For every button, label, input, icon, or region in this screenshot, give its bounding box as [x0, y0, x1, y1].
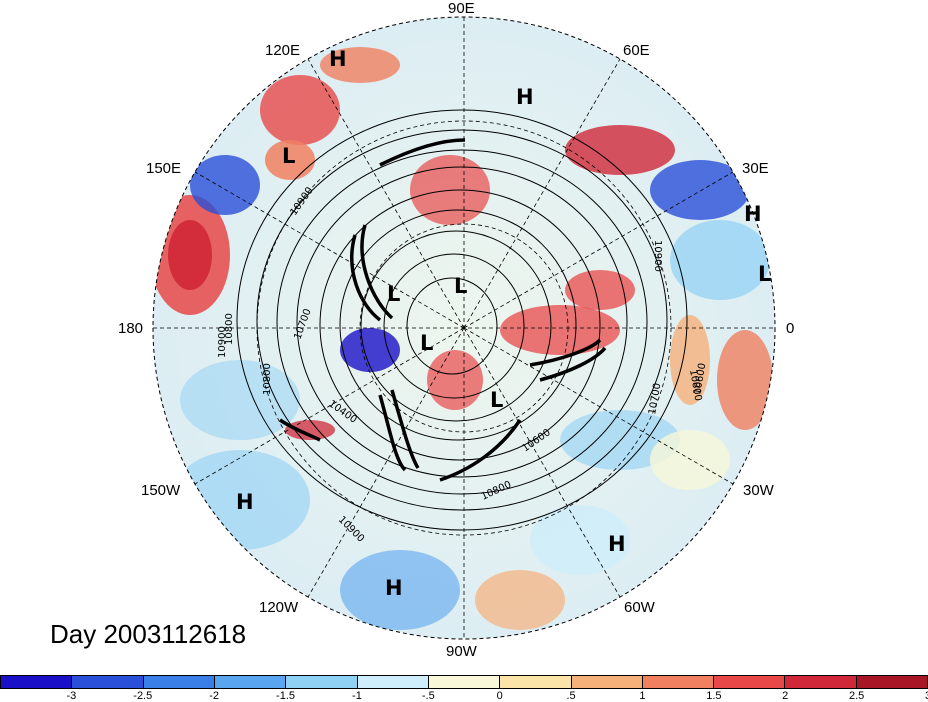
low-pressure-marker: L	[420, 331, 434, 355]
colorbar-segment	[72, 676, 144, 688]
contour-label: 10800	[224, 313, 235, 345]
contour-label: 10800	[687, 369, 703, 402]
colorbar-segment	[642, 676, 715, 688]
low-pressure-marker: L	[282, 144, 296, 168]
contour-label: 10700	[647, 382, 663, 415]
lon-label-150e: 150E	[146, 160, 182, 177]
colorbar-tick-label: -2.5	[133, 690, 153, 702]
colorbar-tick-label: -2	[209, 690, 220, 702]
colorbar-tick-label: 0	[496, 690, 503, 702]
high-pressure-marker: H	[516, 85, 534, 109]
polar-map: 10900 10800 10700 10400 10600 10800 1090…	[152, 16, 776, 640]
contour-label: 10800	[262, 363, 273, 395]
low-pressure-marker: L	[490, 388, 504, 412]
low-pressure-marker: L	[454, 274, 468, 298]
low-pressure-marker: L	[758, 262, 772, 286]
lon-label-60w: 60W	[624, 599, 655, 616]
colorbar-tick-label: -3	[66, 690, 77, 702]
contour-label: 10600	[692, 362, 708, 395]
lon-label-90e: 90E	[448, 0, 475, 17]
colorbar-tick-label: 1	[639, 690, 646, 702]
colorbar-tick-label: 3	[925, 690, 928, 702]
colorbar-tick-label: -1	[352, 690, 362, 702]
colorbar-segment	[143, 676, 215, 688]
colorbar-tick-label: 1.5	[706, 690, 722, 702]
lon-label-30e: 30E	[742, 160, 769, 177]
contour-labels: 10900 10800 10700 10400 10600 10800 1090…	[217, 185, 708, 544]
high-pressure-marker: H	[385, 576, 403, 600]
jet-stream-contours	[279, 138, 607, 482]
high-pressure-marker: H	[236, 490, 254, 514]
colorbar-segment	[214, 676, 287, 688]
map-boundary	[152, 16, 776, 640]
colorbar-segment	[1, 676, 73, 688]
lon-label-120e: 120E	[265, 42, 301, 59]
colorbar-segment	[714, 676, 786, 688]
high-pressure-marker: H	[744, 202, 762, 226]
colorbar-segment	[500, 676, 572, 688]
geopotential-contours	[236, 109, 688, 531]
colorbar-tick-label: -.5	[421, 690, 435, 702]
colorbar-segment	[286, 676, 358, 688]
contour-label: 10900	[217, 326, 228, 358]
map-title: Day 2003112618	[50, 619, 247, 649]
lon-label-60e: 60E	[623, 42, 650, 59]
colorbar-tick-label: 2.5	[848, 690, 865, 702]
lon-label-180: 180	[118, 320, 144, 337]
colorbar-segment	[856, 676, 928, 688]
colorbar-tick-label: 2	[782, 690, 789, 702]
colorbar-tick-label: .5	[566, 690, 576, 702]
high-pressure-marker: H	[608, 532, 626, 556]
contour-label: 10900	[652, 240, 663, 272]
colorbar-segment	[428, 676, 501, 688]
anomaly-shading	[153, 47, 773, 630]
lon-label-30w: 30W	[743, 482, 774, 499]
colorbar-tick-label: -1.5	[276, 690, 296, 702]
lon-label-150w: 150W	[141, 482, 181, 499]
colorbar-segment	[571, 676, 643, 688]
lon-label-90w: 90W	[446, 643, 477, 660]
high-pressure-marker: H	[329, 47, 347, 71]
graticule	[153, 17, 775, 639]
low-pressure-marker: L	[387, 282, 401, 306]
colorbar-segment	[785, 676, 857, 688]
lon-label-120w: 120W	[259, 599, 299, 616]
colorbar-segment	[357, 676, 429, 688]
colorbar	[0, 675, 928, 689]
lon-label-0: 0	[786, 320, 795, 337]
